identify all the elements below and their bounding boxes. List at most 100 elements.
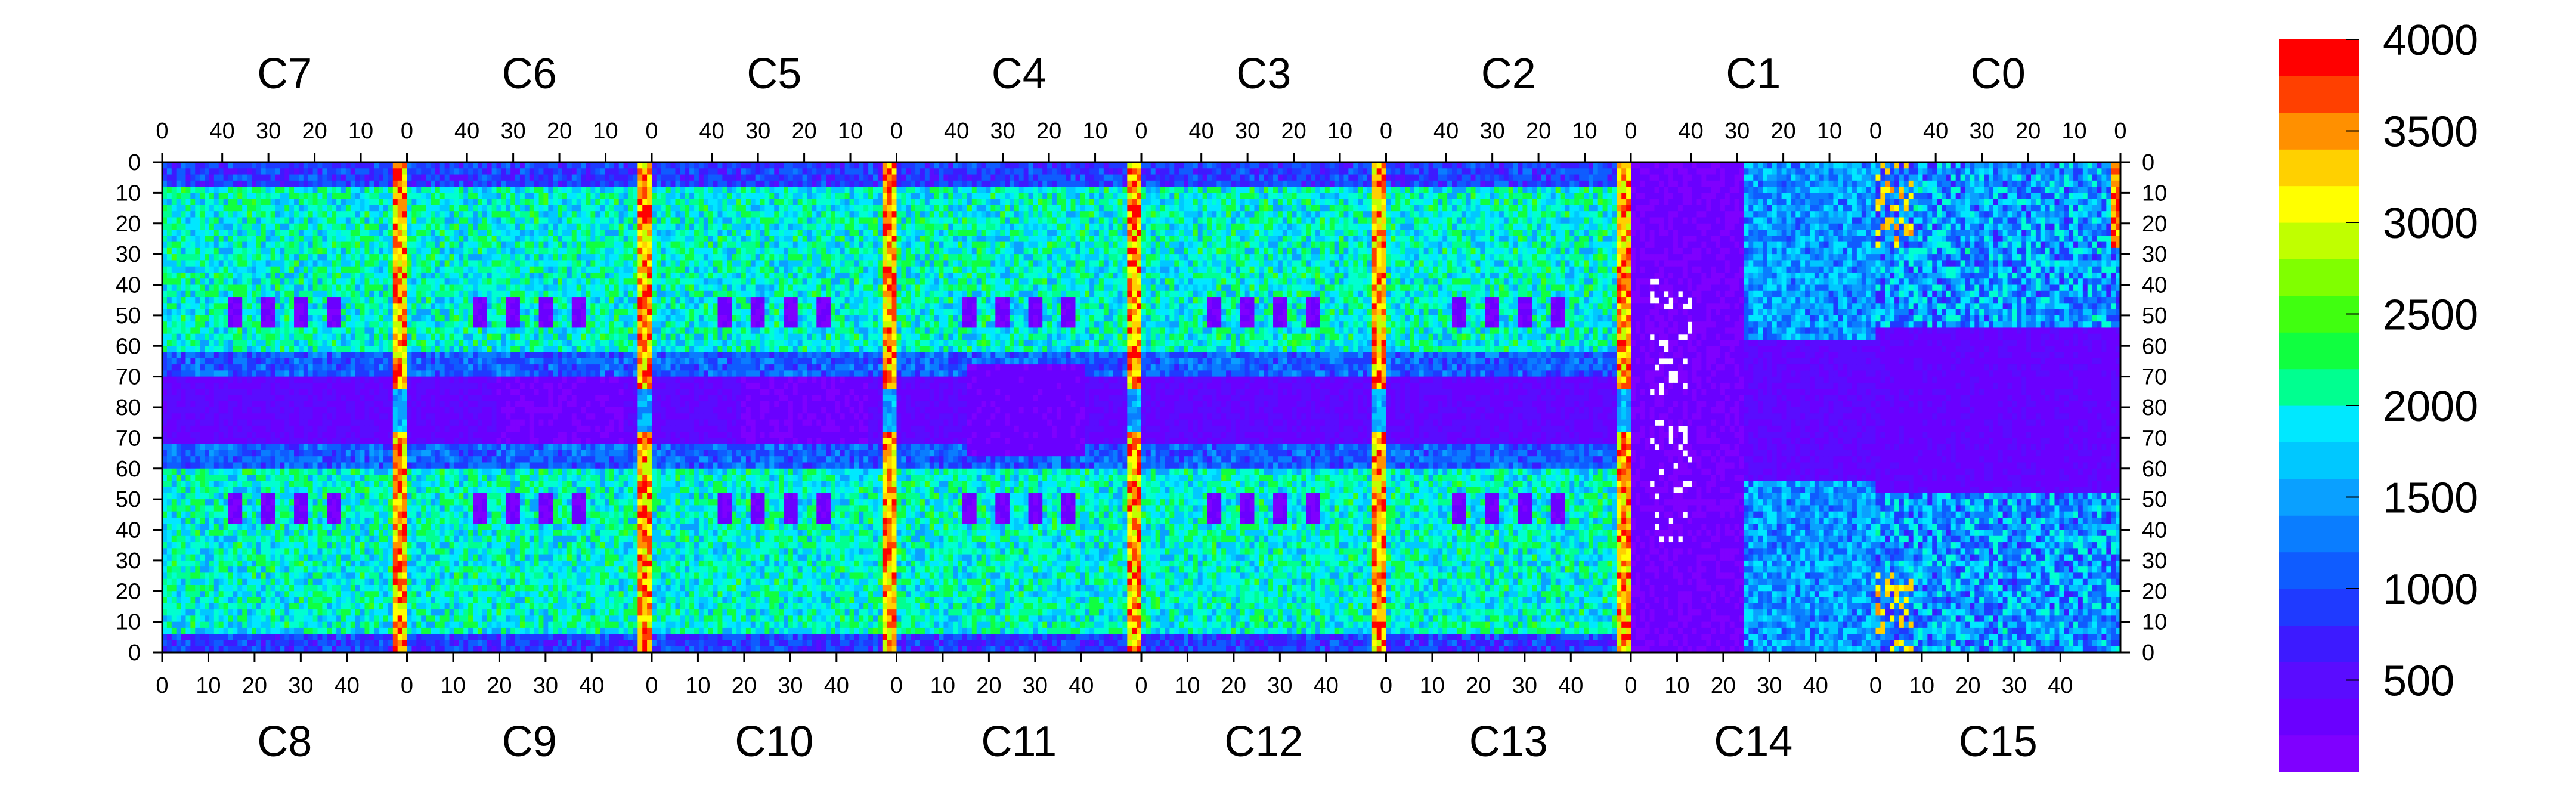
heatmap-cell <box>407 352 412 359</box>
heatmap-cell <box>355 224 360 230</box>
heatmap-cell <box>224 640 228 646</box>
heatmap-cell <box>411 352 416 359</box>
heatmap-cell <box>200 585 205 592</box>
heatmap-cell <box>271 217 275 224</box>
heatmap-cell <box>177 291 181 298</box>
heatmap-cell <box>332 193 336 199</box>
heatmap-cell <box>172 432 177 438</box>
heatmap-cell <box>219 426 224 432</box>
heatmap-cell <box>167 591 172 597</box>
heatmap-cell <box>336 346 341 352</box>
heatmap-cell <box>411 426 416 432</box>
heatmap-cell <box>181 615 186 622</box>
heatmap-cell <box>242 346 247 352</box>
heatmap-cell <box>190 278 195 285</box>
heatmap-cell <box>209 555 214 561</box>
heatmap-cell <box>228 162 233 169</box>
heatmap-cell <box>379 475 383 481</box>
heatmap-cell <box>336 585 341 592</box>
heatmap-cell <box>247 303 252 309</box>
heatmap-cell <box>167 572 172 579</box>
heatmap-cell <box>266 420 271 426</box>
heatmap-cell <box>294 493 299 500</box>
heatmap-cell <box>271 450 275 457</box>
heatmap-cell <box>336 432 341 438</box>
heatmap-cell <box>172 273 177 279</box>
heatmap-cell <box>284 321 289 328</box>
heatmap-cell <box>271 346 275 352</box>
heatmap-cell <box>242 162 247 169</box>
heatmap-cell <box>383 640 388 646</box>
heatmap-cell <box>256 609 261 616</box>
heatmap-cell <box>407 432 412 438</box>
heatmap-cell <box>336 273 341 279</box>
heatmap-cell <box>407 291 412 298</box>
heatmap-cell <box>346 248 351 255</box>
heatmap-cell <box>261 475 266 481</box>
heatmap-cell <box>294 297 299 304</box>
heatmap-cell <box>242 438 247 444</box>
heatmap-cell <box>172 278 177 285</box>
heatmap-cell <box>327 640 332 646</box>
heatmap-cell <box>355 456 360 463</box>
heatmap-cell <box>237 309 242 316</box>
heatmap-cell <box>242 530 247 537</box>
heatmap-cell <box>233 505 237 512</box>
heatmap-cell <box>205 487 209 494</box>
heatmap-cell <box>181 438 186 444</box>
heatmap-cell <box>318 579 323 586</box>
heatmap-cell <box>185 591 190 597</box>
heatmap-cell <box>299 444 304 451</box>
heatmap-cell <box>252 407 256 414</box>
heatmap-cell <box>190 346 195 352</box>
heatmap-cell <box>304 487 308 494</box>
heatmap-cell <box>360 566 365 573</box>
heatmap-cell <box>379 628 383 634</box>
heatmap-cell <box>181 303 186 309</box>
heatmap-cell <box>308 224 313 230</box>
heatmap-cell <box>205 634 209 640</box>
heatmap-cell <box>252 609 256 616</box>
heatmap-cell <box>205 224 209 230</box>
heatmap-cell <box>388 413 393 420</box>
heatmap-cell <box>247 346 252 352</box>
heatmap-cell <box>205 242 209 249</box>
heatmap-cell <box>280 193 284 199</box>
heatmap-cell <box>327 297 332 304</box>
heatmap-cell <box>275 450 280 457</box>
heatmap-cell <box>190 548 195 555</box>
heatmap-cell <box>261 530 266 537</box>
heatmap-cell <box>242 254 247 261</box>
heatmap-cell <box>364 278 369 285</box>
heatmap-cell <box>252 426 256 432</box>
heatmap-cell <box>252 248 256 255</box>
heatmap-cell <box>214 267 219 273</box>
heatmap-cell <box>294 254 299 261</box>
heatmap-cell <box>242 572 247 579</box>
heatmap-cell <box>411 267 416 273</box>
heatmap-cell <box>322 475 327 481</box>
heatmap-cell <box>346 273 351 279</box>
heatmap-cell <box>185 566 190 573</box>
heatmap-cell <box>393 640 398 646</box>
heatmap-cell <box>252 518 256 524</box>
heatmap-cell <box>271 566 275 573</box>
heatmap-cell <box>237 285 242 292</box>
heatmap-cell <box>190 309 195 316</box>
heatmap-cell <box>167 579 172 586</box>
heatmap-cell <box>299 518 304 524</box>
heatmap-cell <box>271 469 275 475</box>
heatmap-cell <box>284 273 289 279</box>
heatmap-cell <box>304 260 308 267</box>
heatmap-cell <box>177 217 181 224</box>
heatmap-cell <box>247 224 252 230</box>
heatmap-cell <box>280 205 284 212</box>
heatmap-cell <box>185 199 190 206</box>
heatmap-cell <box>214 548 219 555</box>
heatmap-cell <box>214 315 219 322</box>
heatmap-cell <box>172 609 177 616</box>
heatmap-cell <box>284 462 289 469</box>
heatmap-cell <box>214 358 219 365</box>
heatmap-cell <box>219 481 224 487</box>
heatmap-cell <box>205 444 209 451</box>
